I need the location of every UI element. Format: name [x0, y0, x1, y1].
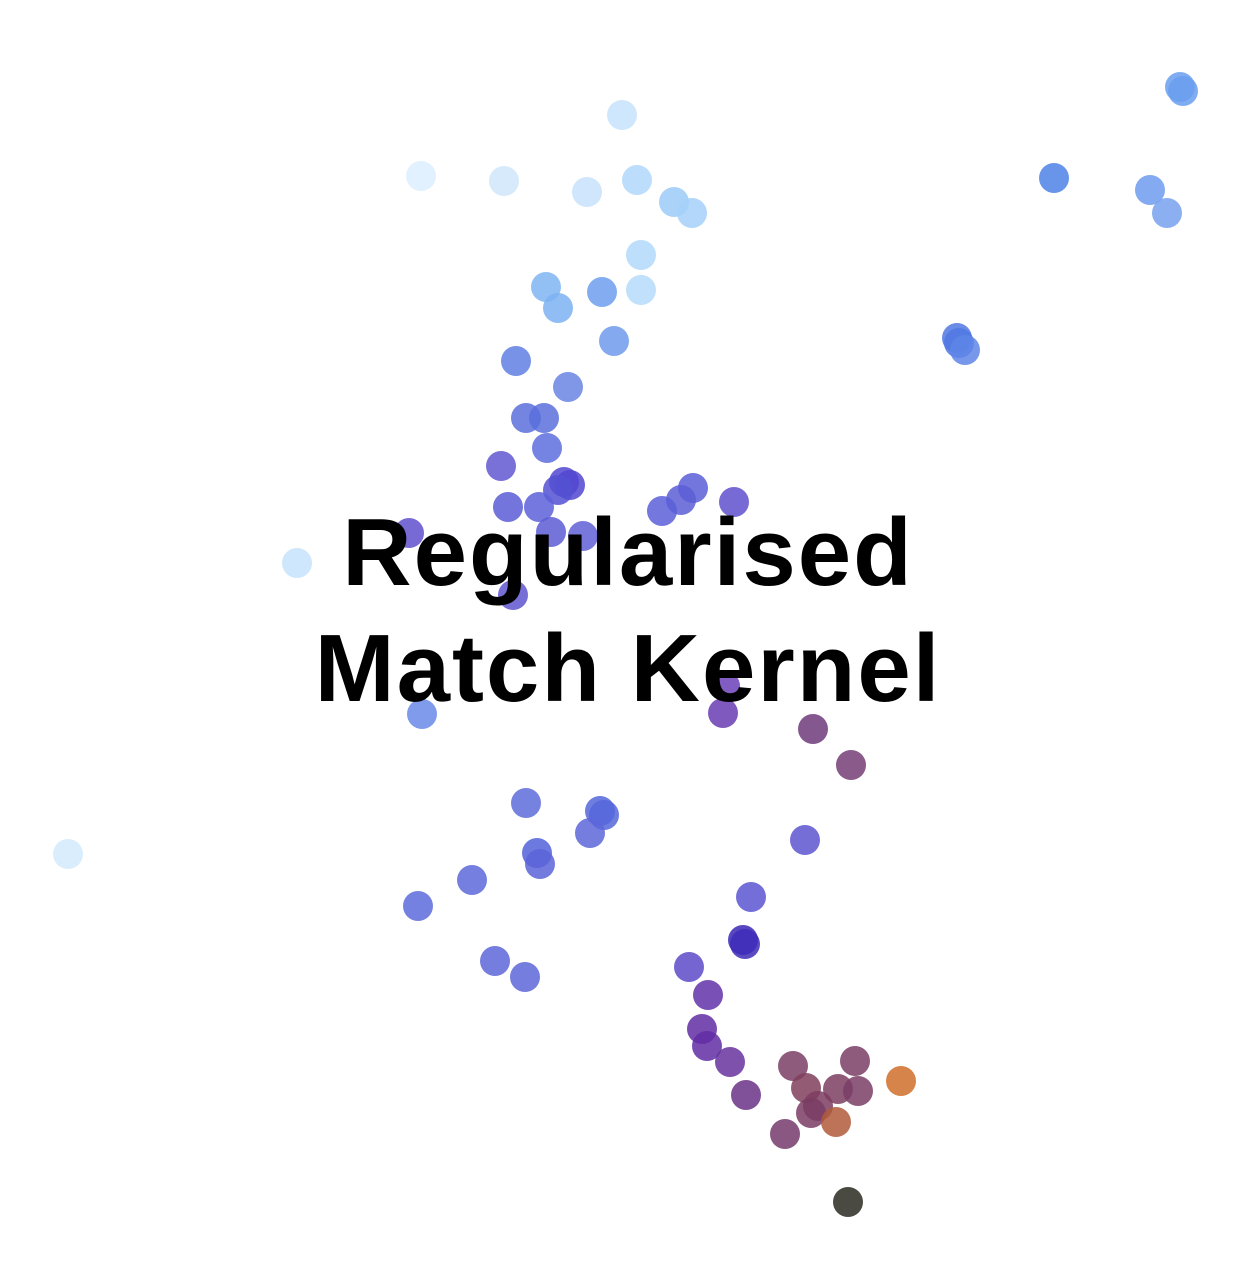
scatter-point-71	[843, 1076, 873, 1106]
scatter-point-4	[1152, 198, 1182, 228]
scatter-point-49	[575, 818, 605, 848]
scatter-point-77	[833, 1187, 863, 1217]
scatter-point-38	[568, 521, 598, 551]
scatter-point-9	[622, 165, 652, 195]
scatter-point-34	[647, 496, 677, 526]
scatter-point-76	[770, 1119, 800, 1149]
scatter-point-61	[674, 952, 704, 982]
scatter-point-64	[692, 1031, 722, 1061]
scatter-point-1	[1168, 76, 1198, 106]
scatter-point-45	[836, 750, 866, 780]
scatter-point-3	[1135, 175, 1165, 205]
scatter-point-62	[693, 980, 723, 1010]
scatter-point-5	[607, 100, 637, 130]
scatter-point-30	[493, 492, 523, 522]
scatter-point-74	[796, 1098, 826, 1128]
scatter-point-68	[840, 1046, 870, 1076]
scatter-point-51	[53, 839, 83, 869]
scatter-point-41	[710, 671, 740, 701]
scatter-point-53	[525, 849, 555, 879]
scatter-point-54	[457, 865, 487, 895]
scatter-point-43	[407, 699, 437, 729]
scatter-point-26	[486, 451, 516, 481]
scatter-point-59	[480, 946, 510, 976]
scatter-point-7	[489, 166, 519, 196]
scatter-point-42	[708, 698, 738, 728]
scatter-point-56	[736, 882, 766, 912]
scatter-point-6	[406, 161, 436, 191]
points-layer	[53, 72, 1198, 1217]
scatter-point-46	[511, 788, 541, 818]
scatter-point-37	[536, 517, 566, 547]
scatter-point-58	[730, 929, 760, 959]
scatter-point-75	[821, 1107, 851, 1137]
scatter-point-39	[282, 548, 312, 578]
scatter-point-66	[731, 1080, 761, 1110]
scatter-point-72	[886, 1066, 916, 1096]
scatter-point-25	[532, 433, 562, 463]
scatter-point-12	[626, 240, 656, 270]
scatter-point-24	[529, 403, 559, 433]
scatter-point-17	[599, 326, 629, 356]
scatter-point-22	[553, 372, 583, 402]
scatter-point-11	[677, 198, 707, 228]
scatter-point-65	[715, 1047, 745, 1077]
scatter-point-36	[394, 518, 424, 548]
scatter-point-31	[524, 492, 554, 522]
scatter-point-8	[572, 177, 602, 207]
scatter-point-55	[403, 891, 433, 921]
scatter-point-44	[798, 714, 828, 744]
scatter-point-60	[510, 962, 540, 992]
scatter-point-50	[790, 825, 820, 855]
scatter-point-20	[950, 335, 980, 365]
scatter-point-16	[587, 277, 617, 307]
scatter-point-21	[501, 346, 531, 376]
scatter-point-15	[543, 293, 573, 323]
scatter-point-67	[778, 1051, 808, 1081]
scatter-point-35	[719, 487, 749, 517]
scatter-point-40	[498, 580, 528, 610]
scatter-point-2	[1039, 163, 1069, 193]
scatter-point-13	[626, 275, 656, 305]
